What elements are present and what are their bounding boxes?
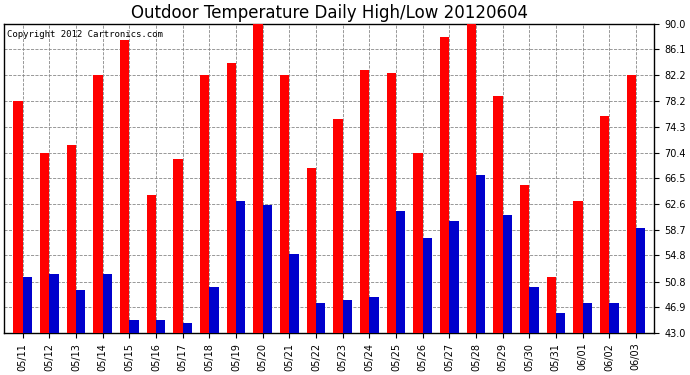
Bar [183,323,192,333]
Bar [14,101,23,333]
Bar [386,73,396,333]
Bar [360,70,369,333]
Bar [600,116,609,333]
Bar [280,75,289,333]
Bar [609,303,618,333]
Text: Copyright 2012 Cartronics.com: Copyright 2012 Cartronics.com [8,30,164,39]
Bar [476,175,485,333]
Bar [156,320,166,333]
Bar [130,320,139,333]
Bar [40,153,50,333]
Bar [76,290,86,333]
Bar [502,214,512,333]
Bar [573,201,582,333]
Bar [306,168,316,333]
Bar [103,274,112,333]
Bar [369,297,379,333]
Bar [173,159,183,333]
Bar [635,228,645,333]
Bar [449,221,459,333]
Bar [50,274,59,333]
Bar [253,24,263,333]
Bar [93,75,103,333]
Bar [529,287,539,333]
Bar [209,287,219,333]
Title: Outdoor Temperature Daily High/Low 20120604: Outdoor Temperature Daily High/Low 20120… [131,4,528,22]
Bar [23,277,32,333]
Bar [520,185,529,333]
Bar [413,153,422,333]
Bar [556,313,565,333]
Bar [147,195,156,333]
Bar [316,303,325,333]
Bar [333,119,343,333]
Bar [546,277,556,333]
Bar [440,37,449,333]
Bar [582,303,592,333]
Bar [396,211,405,333]
Bar [67,146,76,333]
Bar [289,254,299,333]
Bar [343,300,352,333]
Bar [627,75,635,333]
Bar [263,205,272,333]
Bar [227,63,236,333]
Bar [493,96,502,333]
Bar [236,201,246,333]
Bar [120,40,130,333]
Bar [422,238,432,333]
Bar [466,24,476,333]
Bar [200,75,209,333]
